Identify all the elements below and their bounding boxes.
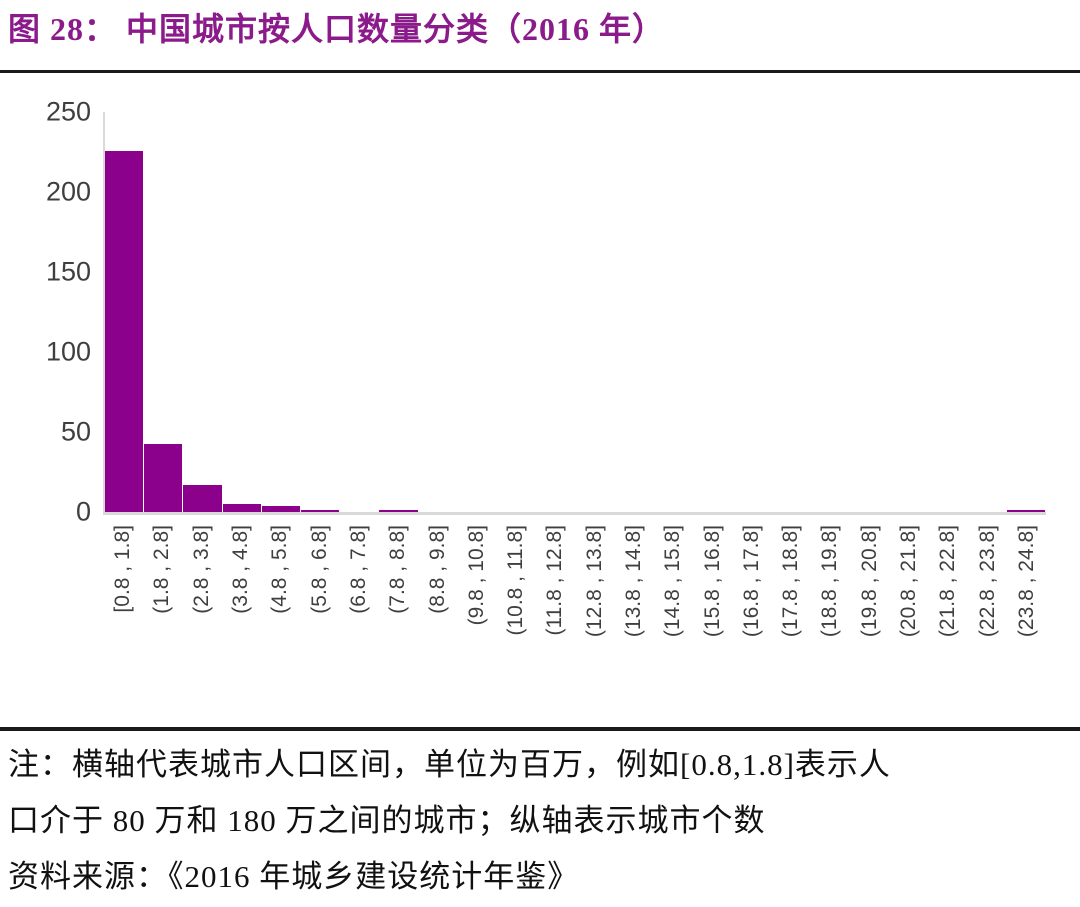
x-axis-label: (5.8 , 6.8] [299,525,338,720]
bar-slot [811,112,850,512]
title-divider [0,70,1080,73]
y-axis-tick: 100 [45,336,91,367]
x-axis-label-text: (2.8 , 3.8] [189,525,213,614]
x-axis-label: (3.8 , 4.8] [221,525,260,720]
bar-slot [144,112,183,512]
x-axis-label: (13.8 , 14.8] [614,525,653,720]
x-axis-label: (4.8 , 5.8] [260,525,299,720]
bar-slot [693,112,732,512]
bar [379,510,418,512]
x-axis-label-text: (18.8 , 19.8] [818,525,842,638]
x-axis-label-text: (13.8 , 14.8] [622,525,645,638]
y-axis-tick: 50 [60,416,91,447]
y-axis-tick: 0 [75,496,91,527]
x-axis-label-text: (1.8 , 2.8] [150,525,174,614]
x-axis-label: (2.8 , 3.8] [182,525,221,720]
bar [1006,510,1045,512]
bar-slot [458,112,497,512]
x-axis-label-text: (14.8 , 15.8] [661,525,685,638]
x-axis-label: (17.8 , 18.8] [771,525,810,720]
x-axis-label: (16.8 , 17.8] [732,525,771,720]
bar-slot [1006,112,1046,512]
x-axis-label: [0.8 , 1.8] [103,525,142,720]
note-line-1: 注：横轴代表城市人口区间，单位为百万，例如[0.8,1.8]表示人 [8,747,891,782]
y-axis-tick: 250 [45,96,91,127]
bar-slot [340,112,379,512]
bar [183,484,222,512]
x-axis-labels: [0.8 , 1.8] (1.8 , 2.8] (2.8 , 3.8] (3.8 , … [103,525,1046,720]
bar-slot [419,112,458,512]
footnotes: 注：横轴代表城市人口区间，单位为百万，例如[0.8,1.8]表示人 口介于 80… [0,731,1080,905]
x-axis-label: (6.8 , 7.8] [339,525,378,720]
bar-slot [183,112,222,512]
x-axis-label: (1.8 , 2.8] [142,525,181,720]
x-axis-label: (21.8 , 22.8] [928,525,967,720]
bar-chart: 0 50 100 150 200 250 [0.8 , 1.8] (1.8 , 2.8] (2… [0,98,1080,720]
x-axis-label: (14.8 , 15.8] [653,525,692,720]
bar-slot [732,112,771,512]
plot-area: 0 50 100 150 200 250 [46,98,1046,525]
bar [105,150,144,512]
y-axis-tick: 200 [45,176,91,207]
bar-slot [771,112,810,512]
bar-slot [654,112,693,512]
bar-slot [967,112,1006,512]
bar-slot [379,112,418,512]
bar-slot [261,112,301,512]
x-axis-label-text: (4.8 , 5.8] [268,525,292,614]
x-axis-label: (10.8 , 11.8] [496,525,535,720]
x-axis-label-text: (19.8 , 20.8] [857,525,881,638]
x-axis-label: (15.8 , 16.8] [692,525,731,720]
x-axis-label-text: (11.8 , 12.8] [543,525,567,636]
x-axis-label-text: (8.8 , 9.8] [425,525,449,614]
bar-slot [928,112,967,512]
x-axis-label-text: [0.8 , 1.8] [111,525,135,613]
x-axis-label-text: (3.8 , 4.8] [229,525,253,614]
x-axis-label: (18.8 , 19.8] [810,525,849,720]
x-axis-label-text: (20.8 , 21.8] [897,525,921,638]
x-axis-label: (19.8 , 20.8] [850,525,889,720]
figure-title: 图 28： 中国城市按人口数量分类（2016 年） [8,11,666,47]
bar-slot [575,112,614,512]
x-axis-label-text: (7.8 , 8.8] [386,525,410,614]
x-axis-label-text: (5.8 , 6.8] [307,525,331,614]
bar-slot [222,112,262,512]
bar [301,510,340,512]
x-axis-label-text: (15.8 , 16.8] [700,525,724,638]
x-axis-label-text: (21.8 , 22.8] [936,525,960,638]
x-axis-label-text: (17.8 , 18.8] [779,525,803,638]
bar-slot [615,112,654,512]
bar-slot [301,112,340,512]
bar-slot [536,112,575,512]
x-axis-label: (23.8 , 24.8] [1007,525,1046,720]
x-axis-label-text: (6.8 , 7.8] [346,525,370,614]
x-axis-label-text: (10.8 , 11.8] [504,525,528,636]
x-axis-label-text: (23.8 , 24.8] [1014,525,1038,638]
bar-slot [850,112,889,512]
x-axis-label-text: (16.8 , 17.8] [739,525,763,638]
x-axis-label: (9.8 , 10.8] [457,525,496,720]
x-axis-label: (22.8 , 23.8] [968,525,1007,720]
note-line-2: 口介于 80 万和 180 万之间的城市；纵轴表示城市个数 [8,803,766,838]
x-axis-label: (12.8 , 13.8] [575,525,614,720]
x-axis-label-text: (12.8 , 13.8] [582,525,606,638]
bar [222,503,261,512]
x-axis-label: (20.8 , 21.8] [889,525,928,720]
bar-slot [889,112,928,512]
bar [144,444,183,512]
x-axis-label: (11.8 , 12.8] [535,525,574,720]
y-axis-tick: 150 [45,256,91,287]
x-axis-label-text: (22.8 , 23.8] [975,525,999,638]
bar-slot [105,112,144,512]
x-axis-label-text: (9.8 , 10.8] [464,525,488,626]
x-axis-label: (7.8 , 8.8] [378,525,417,720]
bar-slot [497,112,536,512]
x-axis-label: (8.8 , 9.8] [417,525,456,720]
note-line-3: 资料来源：《2016 年城乡建设统计年鉴》 [8,859,580,894]
bar [261,505,301,512]
note-divider [0,727,1080,731]
